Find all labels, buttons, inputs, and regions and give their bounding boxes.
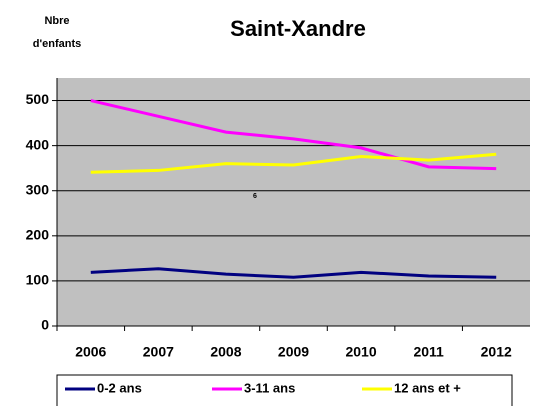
y-tick-label: 500 [26,91,50,107]
x-tick-label: 2011 [413,344,444,360]
chart-title: Saint-Xandre [230,16,366,41]
x-tick-label: 2006 [75,344,106,360]
y-tick-label: 200 [26,227,50,243]
y-axis-label: d'enfants [33,38,81,50]
y-tick-label: 100 [26,272,50,288]
y-tick-label: 400 [26,136,50,152]
legend [56,374,513,406]
x-tick-label: 2008 [210,344,241,360]
legend-label: 0-2 ans [97,380,142,395]
series-line [90,267,497,279]
x-tick-label: 2012 [481,344,512,360]
series-line [90,99,497,171]
x-tick-label: 2007 [143,344,174,360]
annotation: 6 [253,193,257,200]
legend-label: 3-11 ans [244,380,295,395]
y-tick-label: 300 [26,181,50,197]
x-tick-label: 2010 [345,344,376,360]
y-tick-label: 0 [41,317,49,333]
plot-area [57,78,530,326]
y-axis-label: Nbre [44,15,69,27]
series-line [90,152,497,174]
legend-label: 12 ans et + [394,380,461,395]
x-tick-label: 2009 [278,344,309,360]
